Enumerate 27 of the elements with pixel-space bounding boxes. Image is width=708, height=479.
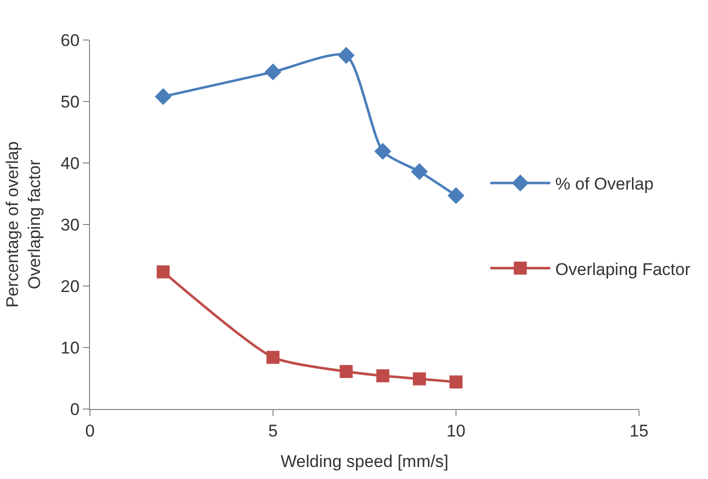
y-tick-label: 0	[70, 400, 80, 419]
y-tick-label: 30	[60, 215, 80, 234]
y-tick-label: 40	[60, 154, 80, 173]
point	[376, 369, 390, 382]
point	[448, 187, 464, 204]
point	[340, 364, 353, 378]
y-tick-label: 50	[60, 92, 80, 112]
x-tick-label: 0	[85, 421, 95, 440]
x-axis-title: Welding speed [mm/s]	[280, 452, 448, 471]
point	[266, 350, 280, 364]
point	[338, 46, 355, 64]
y-axis-title: Percentage of overlap Overlaping factor	[3, 141, 44, 308]
point	[450, 375, 462, 388]
point	[264, 64, 282, 80]
point	[410, 163, 428, 180]
x-tick-label: 10	[446, 421, 466, 440]
x-tick-label: 15	[630, 421, 648, 440]
x-tick-label: 5	[268, 421, 278, 440]
point	[412, 372, 426, 386]
y-tick-label: 10	[60, 338, 80, 358]
legend-label: % of Overlap	[555, 174, 654, 194]
y-tick-label: 60	[60, 30, 80, 50]
legend-label: Overlaping Factor	[555, 260, 691, 279]
point	[156, 265, 170, 278]
point	[154, 88, 172, 106]
y-tick-label: 20	[60, 276, 80, 296]
point	[374, 142, 392, 160]
